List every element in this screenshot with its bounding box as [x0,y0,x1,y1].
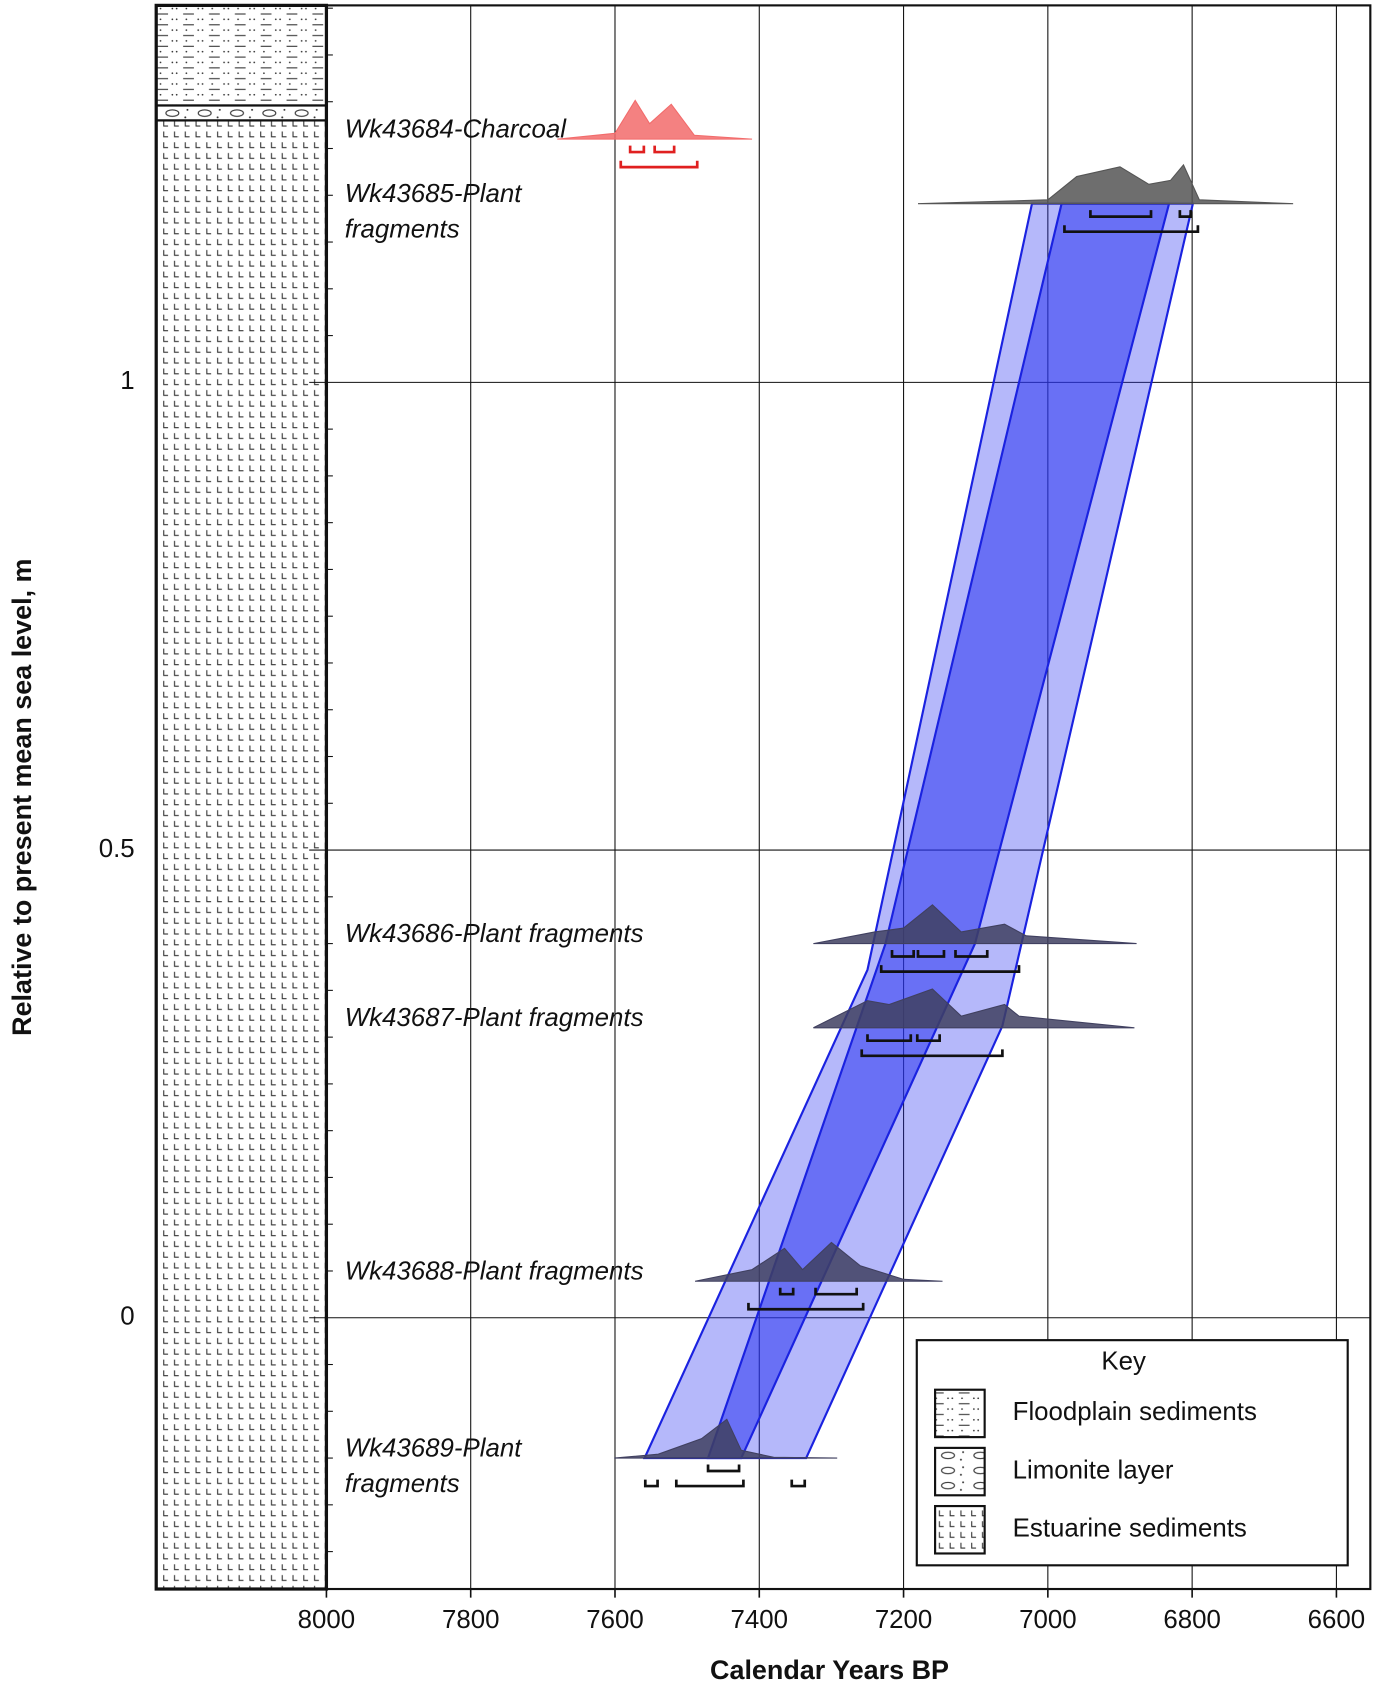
y-tick-label: 1 [120,367,134,395]
x-tick-label: 6600 [1308,1606,1365,1634]
probability-density [917,163,1294,205]
range-bracket [653,145,676,154]
sample-label: Wk43688-Plant fragments [345,1257,644,1285]
range-bracket [860,1049,1004,1058]
legend-box [915,1339,1349,1567]
probability-density [694,1241,943,1282]
legend: Key Floodplain sediments Limonite layer Est… [915,1339,1349,1567]
legend-swatch [934,1446,986,1497]
x-tick-label: 7000 [1019,1606,1077,1634]
sample-label: fragments [345,215,460,243]
range-bracket [628,145,646,154]
x-tick-label: 7400 [731,1606,788,1634]
stratum [155,4,328,107]
sample-label: Wk43689-Plant [345,1434,524,1462]
sample-label: Wk43687-Plant fragments [345,1004,644,1032]
range-bracket [916,950,946,958]
range-bracket [915,1034,941,1043]
x-tick-label: 6800 [1163,1606,1221,1634]
range-bracket [778,1287,795,1296]
x-axis-title: Calendar Years BP [710,1655,949,1685]
range-bracket [866,1034,913,1043]
legend-swatch [934,1388,986,1439]
y-axis-title: Relative to present mean sea level, m [7,559,37,1036]
probability-density [813,988,1135,1029]
range-bracket [747,1302,865,1311]
sample-label: Wk43685-Plant [345,180,524,208]
range-bracket [1063,225,1200,234]
x-tick-label: 7200 [875,1606,932,1634]
range-bracket [1089,210,1153,218]
legend-label: Limonite layer [1013,1456,1174,1484]
range-bracket [643,1479,659,1488]
plot-frame [325,4,1372,1591]
range-bracket [790,1479,807,1488]
range-bracket [890,950,916,958]
range-bracket [619,160,699,169]
x-tick-label: 7800 [442,1606,499,1634]
x-tick-label: 7600 [586,1606,644,1634]
probability-density [813,904,1137,945]
y-tick-label: 0 [120,1303,134,1331]
range-bracket [879,965,1021,973]
x-tick-label: 8000 [298,1606,356,1634]
probability-density [614,1418,838,1459]
sample-label: Wk43686-Plant fragments [345,920,644,948]
range-bracket [954,950,989,958]
range-bracket [814,1287,859,1296]
range-bracket [706,1464,741,1473]
range-bracket [674,1479,745,1488]
legend-label: Floodplain sediments [1013,1398,1257,1426]
plot-root: Calendar Years BP Relative to present me… [7,3,1372,1685]
sample-label: Wk43684-Charcoal [345,115,567,143]
legend-label: Estuarine sediments [1013,1515,1247,1543]
probability-density [557,99,753,140]
range-bracket [1178,210,1193,218]
y-tick-label: 0.5 [99,835,135,863]
legend-title: Key [1101,1348,1146,1376]
stratum [155,119,328,1591]
legend-swatch [934,1504,986,1555]
sample-label: fragments [345,1470,460,1498]
stratum [155,104,328,122]
